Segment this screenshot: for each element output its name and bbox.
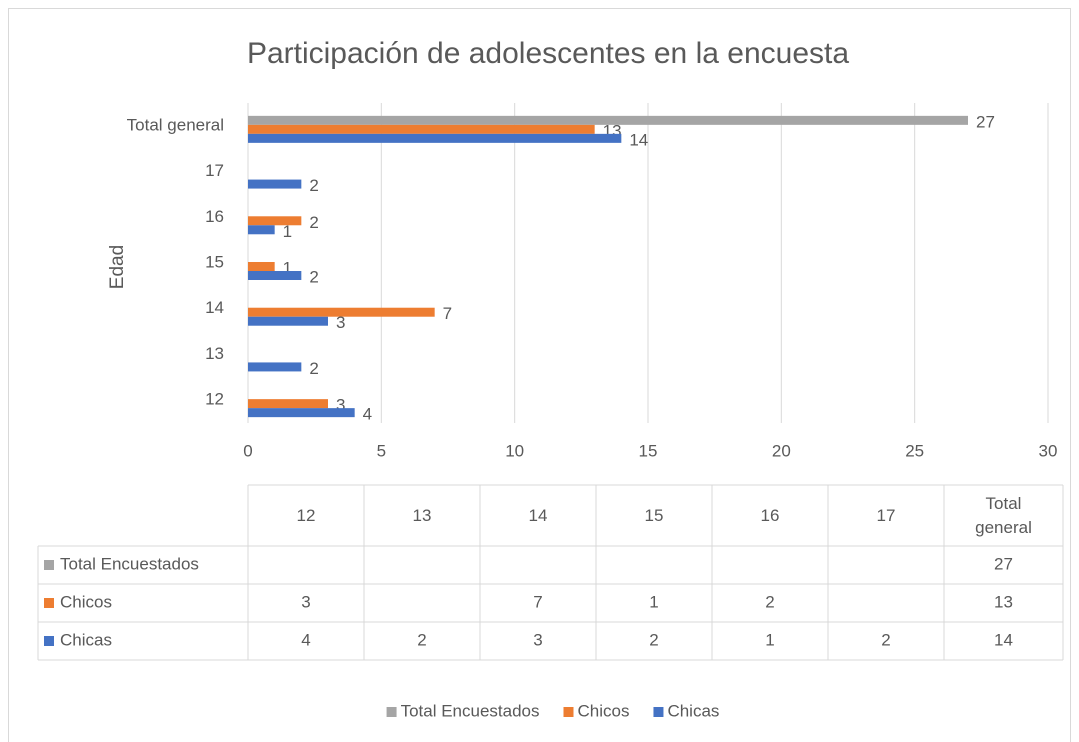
legend-key [563,707,574,717]
bar [248,307,435,317]
table-header-cell: 12 [296,505,316,525]
data-label: 4 [363,405,372,424]
table-cell: 3 [301,592,310,611]
bar [248,115,968,125]
table-legend-key [44,636,54,646]
table-header-cell: 15 [644,505,664,525]
table-header: 14 [528,505,548,525]
bar [248,399,328,409]
table-row-label: Chicas [60,630,112,649]
table-cell: 27 [994,554,1013,573]
legend-label: Chicos [577,701,629,720]
data-label: 3 [336,396,345,415]
legend-label: Chicas [667,701,719,720]
table-header: 16 [760,505,780,525]
data-label: 1 [283,258,292,277]
bar [248,124,595,134]
x-tick-label: 5 [377,441,386,460]
table-cell: 14 [994,630,1013,649]
data-label: 3 [336,313,345,332]
y-tick-label: 16 [205,207,224,226]
x-tick-label: 15 [639,441,658,460]
bar [248,179,302,189]
bar [248,216,302,226]
table-header: 12 [296,505,316,525]
table-header-cell: 17 [876,505,896,525]
bar [248,362,302,372]
x-tick-label: 0 [243,441,252,460]
y-axis-title: Edad [107,245,128,289]
table-cell: 2 [881,630,890,649]
y-tick-label: Total general [127,115,224,134]
y-tick-label: 17 [205,161,224,180]
y-tick-label: 12 [205,390,224,409]
table-header-cell: Total general [975,493,1032,537]
data-label: 27 [976,112,995,131]
table-cell: 2 [649,630,658,649]
table-header: 15 [644,505,664,525]
table-header: Total general [975,493,1032,537]
table-header-cell: 13 [412,505,432,525]
legend-key [386,707,397,717]
data-label: 2 [309,213,318,232]
legend-key [653,707,664,717]
table-header: 17 [876,505,896,525]
bar [248,271,302,280]
bar [248,408,355,418]
table-cell: 13 [994,592,1013,611]
table-legend-key [44,598,54,608]
table-cell: 2 [765,592,774,611]
data-label: 14 [629,130,648,149]
legend-label: Total Encuestados [401,701,540,720]
table-cell: 1 [649,592,658,611]
table-header-cell: 16 [760,505,780,525]
y-tick-label: 14 [205,298,224,317]
table-cell: 4 [301,630,310,649]
x-tick-label: 10 [505,441,524,460]
table-header-cell: 14 [528,505,548,525]
y-tick-label: 15 [205,252,224,271]
table-cell: 2 [417,630,426,649]
data-label: 2 [309,359,318,378]
table-row-label: Total Encuestados [60,554,199,573]
x-tick-label: 20 [772,441,791,460]
table-cell: 3 [533,630,542,649]
data-label: 1 [283,222,292,241]
table-row-label: Chicos [60,592,112,611]
x-tick-label: 30 [1039,441,1058,460]
y-tick-label: 13 [205,344,224,363]
data-label: 2 [309,267,318,286]
bar [248,262,275,271]
table-cell: 7 [533,592,542,611]
bar [248,133,622,143]
data-label: 7 [443,304,452,323]
data-label: 2 [309,176,318,195]
x-tick-label: 25 [905,441,924,460]
table-header: 13 [412,505,432,525]
table-legend-key [44,560,54,570]
bar [248,225,275,235]
table-cell: 1 [765,630,774,649]
chart-title: Participación de adolescentes en la encu… [247,37,849,70]
bar [248,316,328,326]
